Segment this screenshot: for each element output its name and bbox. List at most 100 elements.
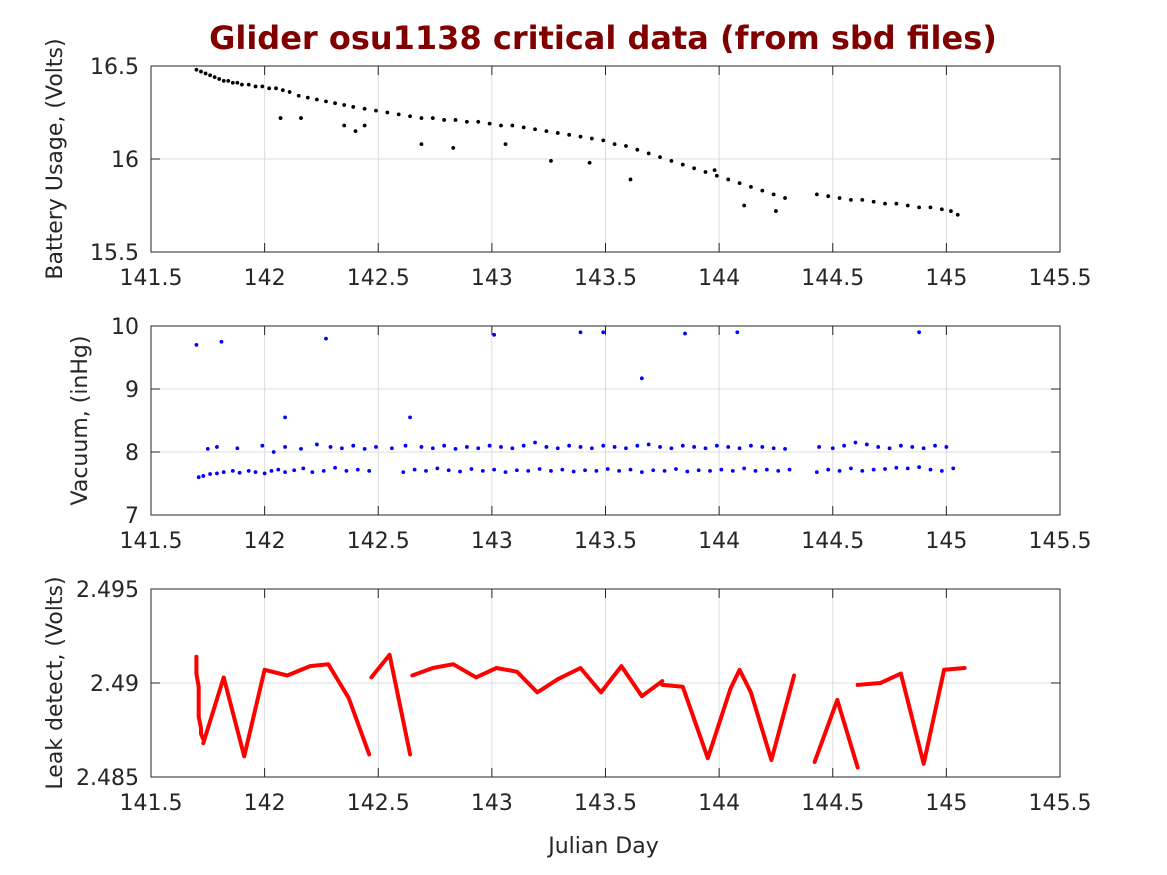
battery-data-point [635,147,640,152]
vacuum-data-point [635,443,640,448]
vacuum-data-point [787,467,792,472]
battery-data-point [589,136,594,141]
battery-data-point [871,199,876,204]
battery-data-point [278,116,283,120]
battery-data-point [194,67,199,72]
battery-data-point [549,158,553,163]
vacuum-data-point [389,446,394,451]
battery-data-point [646,151,651,156]
vacuum-data-point [951,466,956,471]
battery-data-point [578,134,583,139]
battery-data-point [774,209,778,213]
vacuum-data-point [589,446,594,451]
vacuum-data-point [533,440,537,445]
vacuum-data-point [887,446,892,451]
battery-data-point [737,181,742,186]
vacuum-x-tick-label: 144 [698,529,740,554]
leak-y-axis-label: Leak detect, (Volts) [43,576,68,789]
battery-data-point [464,119,469,124]
vacuum-data-point [776,469,781,473]
battery-data-point [374,108,378,113]
vacuum-data-point [899,443,903,448]
vacuum-data-point [230,469,235,473]
vacuum-data-point [355,467,360,472]
vacuum-x-tick-label: 142.5 [347,529,410,554]
vacuum-data-point [939,469,944,473]
battery-data-point [362,106,367,111]
vacuum-data-point [521,443,526,448]
battery-y-tick-label: 15.5 [90,241,139,266]
battery-data-point [299,116,303,120]
leak-line-segment [855,666,967,766]
battery-data-point [253,84,258,89]
vacuum-data-point [408,415,412,420]
battery-data-point [628,177,633,182]
vacuum-data-point [921,446,926,451]
vacuum-data-point [864,442,869,447]
vacuum-data-point [944,445,949,449]
vacuum-data-point [685,469,690,474]
battery-data-point [939,207,944,212]
battery-data-point [955,212,960,217]
battery-data-point [760,188,765,193]
vacuum-data-point [299,446,303,451]
battery-data-point [703,170,708,174]
vacuum-data-point [849,466,853,471]
vacuum-data-point [215,445,219,449]
vacuum-data-point [917,465,922,470]
vacuum-data-point [492,467,497,472]
vacuum-y-tick-label: 10 [111,315,139,340]
battery-x-tick-label: 143 [471,266,513,291]
vacuum-data-point [480,469,485,473]
vacuum-data-point [201,474,206,478]
vacuum-data-point [194,343,199,347]
battery-data-point [928,205,933,210]
vacuum-data-point [362,446,367,451]
vacuum-data-point [537,467,542,471]
vacuum-data-point [601,443,606,448]
vacuum-data-point [578,330,583,335]
vacuum-data-point [876,445,881,449]
vacuum-data-point [215,471,219,476]
vacuum-data-point [271,450,276,454]
battery-data-point [837,196,842,200]
leak-x-tick-label: 144 [698,791,740,816]
battery-data-point [260,84,265,89]
vacuum-data-point [814,470,819,475]
vacuum-data-point [737,446,742,451]
battery-data-point [396,112,401,117]
battery-data-point [199,69,203,74]
battery-data-point [849,198,853,202]
battery-data-point [669,158,674,163]
vacuum-data-point [351,443,356,448]
battery-data-point [430,116,435,120]
vacuum-data-point [894,465,899,470]
battery-x-tick-label: 141.5 [120,266,183,291]
vacuum-data-point [403,443,408,448]
chart-title: Glider osu1138 critical data (from sbd f… [209,19,997,57]
battery-data-point [451,145,456,150]
battery-data-point [208,73,212,78]
leak-line-segment [660,667,797,763]
leak-x-tick-label: 145.5 [1029,791,1092,816]
vacuum-data-point [628,467,633,472]
vacuum-data-point [703,446,708,451]
battery-data-point [385,110,390,115]
battery-data-point [510,123,515,128]
battery-data-point [246,82,251,87]
leak-y-tick-label: 2.485 [76,766,139,791]
leak-x-tick-label: 141.5 [120,791,183,816]
leak-x-tick-label: 145 [925,791,967,816]
vacuum-data-point [503,470,508,475]
vacuum-data-point [883,467,887,471]
battery-data-point [324,99,328,104]
vacuum-data-point [860,469,865,473]
vacuum-x-tick-label: 145 [925,529,967,554]
vacuum-data-point [446,468,451,473]
battery-data-point [533,127,537,132]
battery-data-point [587,160,592,165]
battery-data-point [680,162,685,167]
battery-data-point [240,82,244,87]
battery-x-tick-label: 145 [925,266,967,291]
